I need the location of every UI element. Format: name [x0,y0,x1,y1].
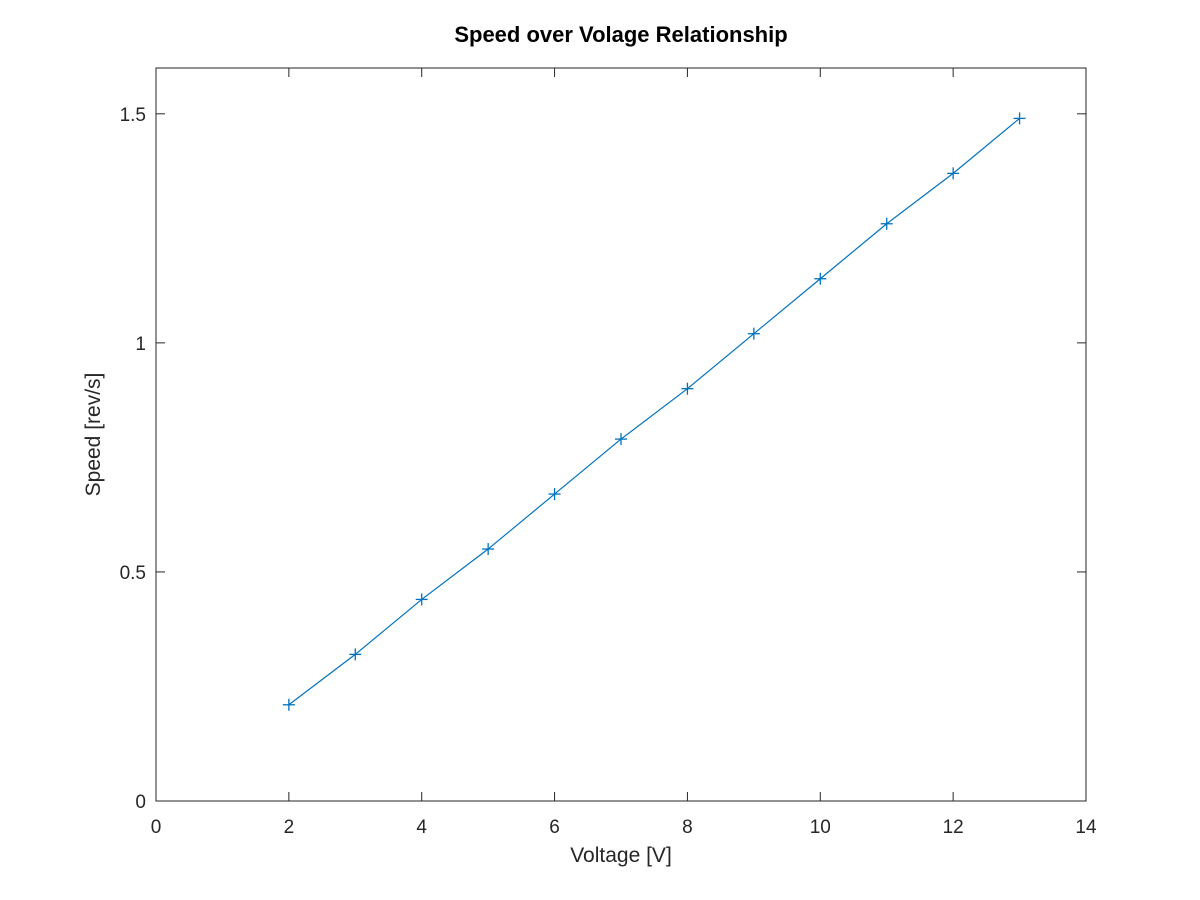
axes-box [155,67,1087,802]
x-tick-label: 8 [682,817,693,838]
x-tick-label: 14 [1075,817,1097,838]
data-point-marker [747,327,760,340]
data-point-marker [615,433,627,446]
data-point-marker [349,648,362,661]
y-tick-label: 1 [135,334,146,355]
data-point-marker [282,698,295,711]
x-tick-label: 4 [416,817,427,838]
x-tick-label: 12 [943,817,964,838]
y-tick-label: 0.5 [120,563,146,584]
data-point-marker [548,488,561,501]
data-point-marker [1013,112,1026,125]
data-point-marker [947,167,960,180]
y-tick-label: 0 [135,792,146,813]
data-point-marker [880,217,893,230]
series-line [288,117,1020,706]
chart-title: Speed over Volage Relationship [454,22,787,47]
x-tick-label: 0 [151,817,162,838]
x-axis-label: Voltage [V] [570,844,672,867]
data-point-marker [415,593,428,606]
x-tick-label: 2 [284,817,295,838]
data-point-marker [681,382,694,395]
x-tick-label: 10 [810,817,831,838]
y-tick-label: 1.5 [120,105,146,126]
data-point-marker [814,272,827,285]
y-axis-label: Speed [rev/s] [82,373,105,497]
x-tick-label: 6 [549,817,560,838]
data-point-marker [482,543,495,556]
series-layer [282,112,1026,711]
